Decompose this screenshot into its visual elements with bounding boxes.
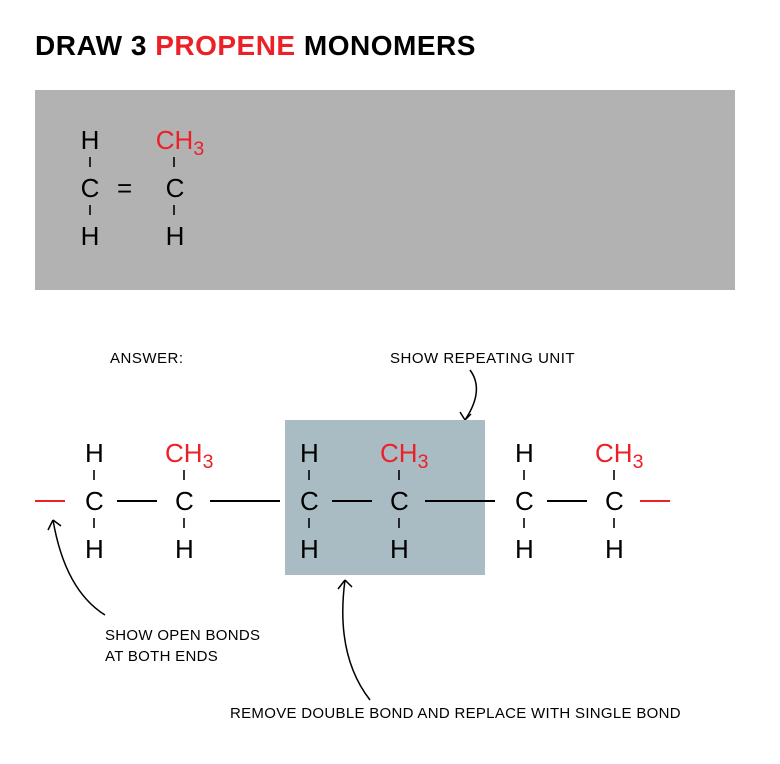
monomer-panel: H ı C ı H = CH3 ı C ı H xyxy=(35,90,735,290)
vbond: ı xyxy=(178,518,190,526)
page-title: DRAW 3 PROPENE MONOMERS xyxy=(35,30,745,62)
atom-ch3-top-right: CH3 xyxy=(155,125,205,161)
double-bond: = xyxy=(117,173,132,204)
atom-ch3: CH3 xyxy=(595,438,643,474)
repeating-unit-label: SHOW REPEATING UNIT xyxy=(390,350,575,367)
vbond: ı xyxy=(168,205,180,213)
single-bond xyxy=(210,500,280,502)
vbond: ı xyxy=(303,518,315,526)
atom-ch3: CH3 xyxy=(380,438,428,474)
vbond: ı xyxy=(518,518,530,526)
vbond: ı xyxy=(518,470,530,478)
atom-h: H xyxy=(515,534,534,565)
open-bonds-line2: AT BOTH ENDS xyxy=(105,648,218,665)
open-bond-left xyxy=(35,500,65,502)
single-bond-replaced xyxy=(332,500,372,502)
vbond: ı xyxy=(393,470,405,478)
title-prefix: DRAW 3 xyxy=(35,30,155,61)
atom-h-bottom-left: H xyxy=(75,221,105,252)
vbond: ı xyxy=(168,157,180,165)
vbond: ı xyxy=(84,205,96,213)
chain-structure: H ı C ı H CH3 ı C ı H H ı C ı H CH3 ı C … xyxy=(35,430,745,630)
atom-h: H xyxy=(605,534,624,565)
vbond: ı xyxy=(178,470,190,478)
vbond: ı xyxy=(393,518,405,526)
atom-h: H xyxy=(85,534,104,565)
answer-label: ANSWER: xyxy=(110,350,184,367)
open-bonds-note: SHOW OPEN BONDS AT BOTH ENDS xyxy=(105,625,260,667)
atom-h: H xyxy=(175,534,194,565)
single-bond xyxy=(547,500,587,502)
vbond: ı xyxy=(84,157,96,165)
remove-bond-note: REMOVE DOUBLE BOND AND REPLACE WITH SING… xyxy=(230,705,681,722)
vbond: ı xyxy=(303,470,315,478)
title-suffix: MONOMERS xyxy=(296,30,476,61)
atom-h: H xyxy=(390,534,409,565)
atom-h-bottom-right: H xyxy=(160,221,190,252)
title-accent: PROPENE xyxy=(155,30,295,61)
vbond: ı xyxy=(88,470,100,478)
vbond: ı xyxy=(608,518,620,526)
polymer-chain: H ı C ı H CH3 ı C ı H H ı C ı H CH3 ı C … xyxy=(35,430,745,630)
single-bond xyxy=(425,500,495,502)
single-bond xyxy=(117,500,157,502)
open-bond-right xyxy=(640,500,670,502)
atom-h: H xyxy=(300,534,319,565)
vbond: ı xyxy=(88,518,100,526)
atom-ch3: CH3 xyxy=(165,438,213,474)
vbond: ı xyxy=(608,470,620,478)
